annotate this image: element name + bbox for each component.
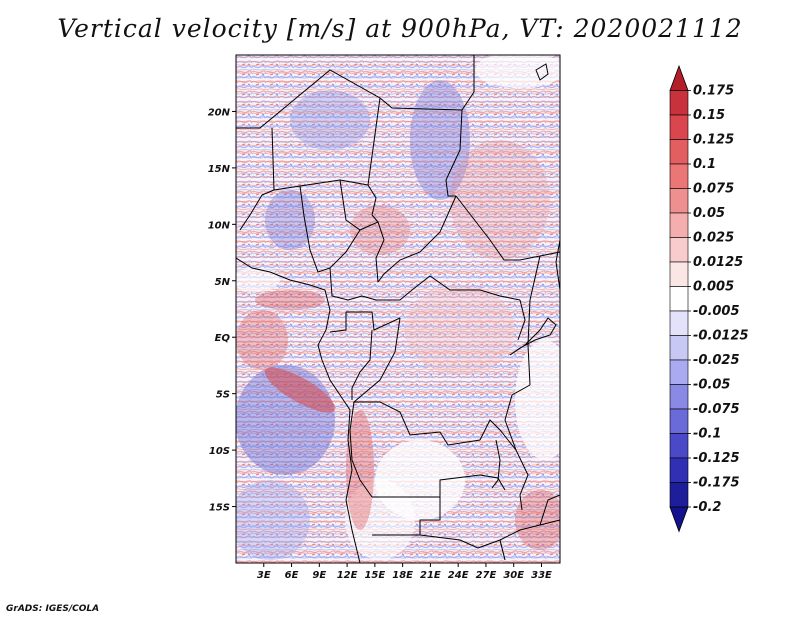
- colorbar-label: -0.05: [693, 378, 730, 393]
- colorbar-bottom-arrow: [669, 506, 689, 533]
- lat-tick-label: 5N: [215, 277, 231, 288]
- lon-tick-label: 30E: [503, 570, 524, 581]
- lon-tick-label: 18E: [392, 570, 413, 581]
- lat-tick-label: 15N: [208, 164, 231, 175]
- colorbar-swatch: [669, 482, 689, 508]
- lon-tick-label: 21E: [420, 570, 441, 581]
- colorbar-swatch: [669, 261, 689, 287]
- lon-tick-label: 6E: [285, 570, 299, 581]
- lon-tick-label: 9E: [312, 570, 326, 581]
- lon-tick-label: 27E: [476, 570, 497, 581]
- colorbar-label: 0.175: [693, 84, 734, 99]
- colorbar-swatch: [669, 114, 689, 140]
- colorbar-label: 0.075: [693, 182, 734, 197]
- vertical-velocity-field: [236, 55, 560, 563]
- colorbar-swatch: [669, 310, 689, 336]
- colorbar-label: -0.0125: [693, 329, 749, 344]
- lon-tick-label: 24E: [448, 570, 469, 581]
- colorbar-label: 0.0125: [693, 255, 743, 270]
- colorbar-label: 0.005: [693, 280, 734, 295]
- colorbar-swatch: [669, 212, 689, 238]
- colorbar-label: -0.1: [693, 427, 721, 442]
- colorbar-label: 0.1: [693, 157, 716, 172]
- lon-tick-label: 12E: [337, 570, 358, 581]
- colorbar-swatch: [669, 433, 689, 459]
- colorbar-swatch: [669, 286, 689, 312]
- colorbar-label: -0.2: [693, 500, 721, 515]
- colorbar-label: -0.125: [693, 451, 740, 466]
- colorbar-label: 0.025: [693, 231, 734, 246]
- colorbar-label: -0.025: [693, 353, 740, 368]
- colorbar-label: -0.075: [693, 402, 740, 417]
- colorbar-swatch: [669, 335, 689, 361]
- lat-tick-label: 15S: [209, 503, 230, 514]
- colorbar-label: -0.175: [693, 476, 740, 491]
- lat-tick-label: 10S: [209, 446, 230, 457]
- lat-tick-label: EQ: [215, 333, 231, 344]
- colorbar-swatch: [669, 90, 689, 116]
- colorbar-label: 0.125: [693, 133, 734, 148]
- lon-tick-label: 3E: [257, 570, 271, 581]
- lat-tick-label: 10N: [208, 220, 231, 231]
- footer-credit: GrADS: IGES/COLA: [6, 604, 100, 614]
- colorbar-swatch: [669, 408, 689, 434]
- lon-tick-label: 33E: [531, 570, 552, 581]
- colorbar-label: -0.005: [693, 304, 740, 319]
- colorbar-swatch: [669, 163, 689, 189]
- lat-tick-label: 5S: [216, 390, 230, 401]
- colorbar-swatch: [669, 384, 689, 410]
- colorbar-swatch: [669, 139, 689, 165]
- colorbar-swatch: [669, 359, 689, 385]
- lat-tick-label: 20N: [208, 107, 231, 118]
- colorbar-label: 0.05: [693, 206, 725, 221]
- colorbar: 0.175 0.15 0.125 0.1 0.075 0.05 0.025 0.0125 0.0…: [669, 64, 749, 533]
- country-borders: [236, 55, 560, 563]
- colorbar-swatch: [669, 457, 689, 483]
- lon-tick-label: 15E: [364, 570, 385, 581]
- map-frame: [235, 54, 561, 564]
- latitude-axis: 20N 15N 10N 5N EQ 5S 10S 15S: [208, 107, 236, 514]
- colorbar-top-arrow: [669, 64, 689, 91]
- longitude-axis: 3E 6E 9E 12E 15E 18E 21E 24E 27E 30E 33E: [257, 563, 552, 581]
- plot-title: Vertical velocity [m/s] at 900hPa, VT: 2…: [57, 14, 743, 43]
- colorbar-swatch: [669, 188, 689, 214]
- colorbar-label: 0.15: [693, 108, 725, 123]
- colorbar-swatch: [669, 237, 689, 263]
